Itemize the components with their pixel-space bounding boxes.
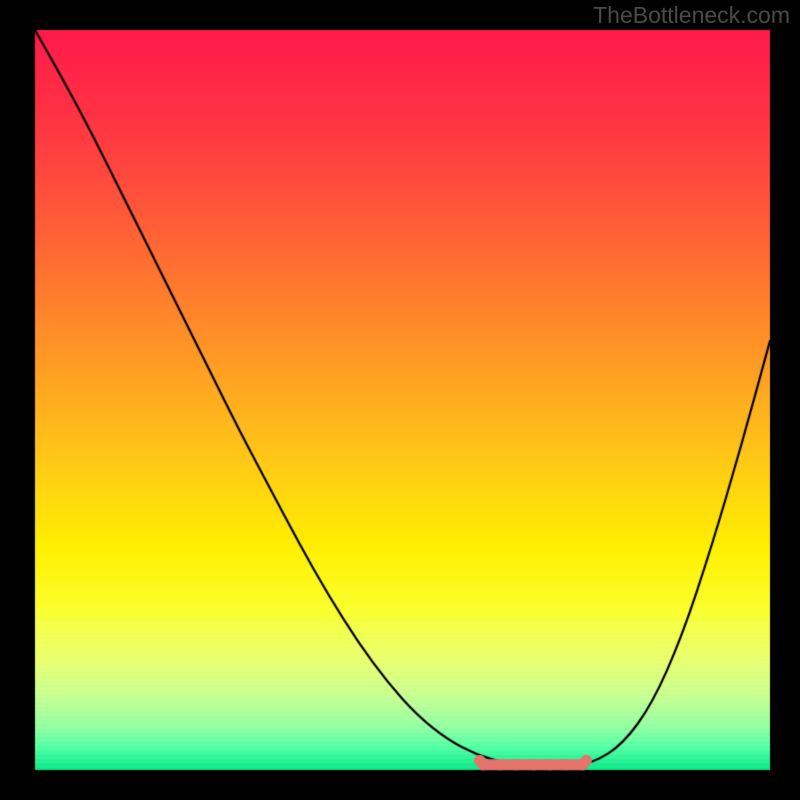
chart-stage: TheBottleneck.com (0, 0, 800, 800)
watermark-text: TheBottleneck.com (593, 2, 790, 29)
bottleneck-curve-canvas (0, 0, 800, 800)
